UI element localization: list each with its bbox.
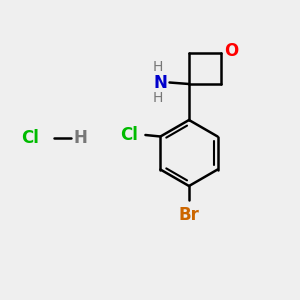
Text: Cl: Cl xyxy=(21,129,39,147)
Text: H: H xyxy=(74,129,87,147)
Text: Cl: Cl xyxy=(120,126,138,144)
Text: Br: Br xyxy=(178,206,200,224)
Text: N: N xyxy=(154,74,167,92)
Text: O: O xyxy=(224,42,238,60)
Text: H: H xyxy=(152,91,163,105)
Text: H: H xyxy=(152,60,163,74)
